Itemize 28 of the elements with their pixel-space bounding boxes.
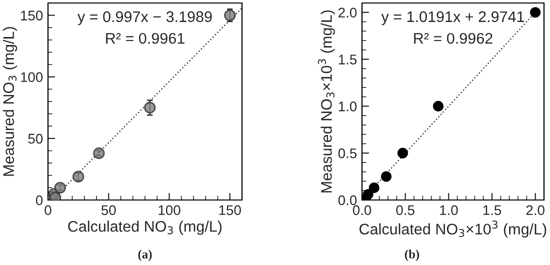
y-axis-title: Measured NO$_{3}$ (mg/L) bbox=[2, 27, 18, 176]
y-tick-label: 50 bbox=[28, 134, 43, 144]
x-tick-label: 1.5 bbox=[483, 205, 502, 216]
annotation: y = 1.0191x + 2.9741 bbox=[381, 11, 524, 26]
text: (b) bbox=[404, 250, 420, 261]
text: (a) bbox=[138, 250, 152, 261]
y-axis-title: Measured NO$_{3}$×10$^{3}$ (mg/L) bbox=[318, 10, 335, 192]
annotation: R² = 0.9961 bbox=[106, 32, 184, 44]
x-tick-label: 50 bbox=[101, 205, 116, 216]
x-tick-label: 0.0 bbox=[352, 205, 372, 216]
annotation: R² = 0.9962 bbox=[414, 32, 492, 44]
annotation: y = 0.997x − 3.1989 bbox=[78, 11, 212, 26]
x-tick-label: 1.0 bbox=[440, 205, 458, 216]
x-axis-title: Calculated NO$_{3}$×10$^{3}$ (mg/L) bbox=[360, 220, 546, 238]
y-tick-label: 0.5 bbox=[338, 148, 357, 158]
x-tick-label: 2.0 bbox=[526, 205, 544, 216]
x-tick-label: 0 bbox=[44, 205, 52, 216]
y-tick-label: 0.0 bbox=[338, 195, 357, 206]
y-tick-label: 0 bbox=[36, 195, 43, 206]
y-tick-label: 100 bbox=[21, 72, 43, 82]
x-axis-title: Calculated NO$_{3}$ (mg/L) bbox=[68, 220, 222, 235]
y-tick-label: 2.0 bbox=[338, 8, 357, 18]
y-tick-label: 1.0 bbox=[338, 102, 357, 112]
y-tick-label: 1.5 bbox=[338, 54, 357, 64]
x-tick-label: 150 bbox=[219, 205, 241, 216]
y-tick-label: 150 bbox=[21, 10, 43, 20]
x-tick-label: 0.5 bbox=[396, 205, 414, 216]
x-tick-label: 100 bbox=[158, 205, 180, 216]
